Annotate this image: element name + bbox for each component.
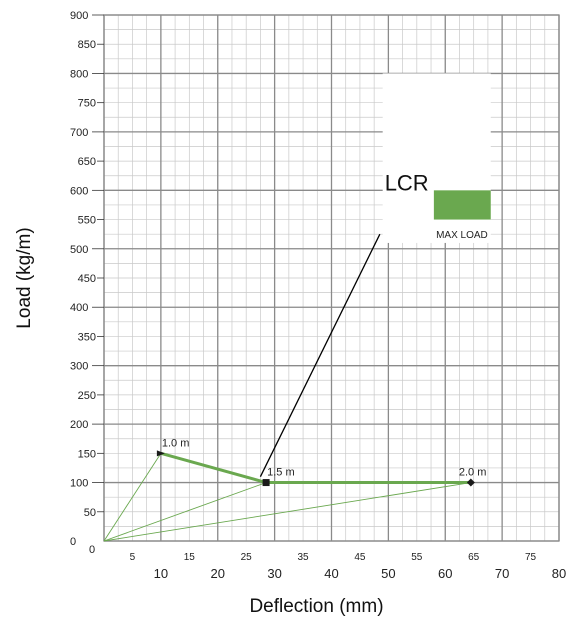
y-tick-label: 100 bbox=[70, 478, 88, 490]
x-tick-label-minor: 5 bbox=[130, 552, 136, 563]
x-tick-label-major: 30 bbox=[267, 566, 281, 581]
lcr-annotation: LCR MAX LOAD bbox=[259, 73, 491, 477]
point-label: 2.0 m bbox=[459, 467, 487, 479]
y-tick-label: 700 bbox=[70, 127, 88, 139]
y-tick-label: 600 bbox=[70, 185, 88, 197]
max-load-label: MAX LOAD bbox=[436, 230, 488, 241]
square-marker bbox=[262, 479, 270, 487]
x-tick-label-minor: 75 bbox=[525, 552, 537, 563]
origin-rays bbox=[103, 453, 471, 542]
x-tick-label-major: 50 bbox=[381, 566, 395, 581]
x-tick-label-minor: 65 bbox=[468, 552, 480, 563]
x-axis-title: Deflection (mm) bbox=[249, 596, 383, 617]
origin-label: 0 bbox=[89, 544, 95, 556]
y-tick-label: 850 bbox=[78, 39, 96, 51]
x-tick-label-minor: 15 bbox=[184, 552, 196, 563]
x-tick-label-minor: 35 bbox=[298, 552, 310, 563]
y-tick-label: 300 bbox=[70, 361, 88, 373]
y-tick-label: 550 bbox=[78, 215, 96, 227]
grid-layer bbox=[103, 14, 560, 542]
y-tick-label: 150 bbox=[78, 448, 96, 460]
y-tick-label: 50 bbox=[84, 507, 96, 519]
y-tick-label: 350 bbox=[78, 331, 96, 343]
point-label: 1.5 m bbox=[267, 467, 295, 479]
max-load-swatch bbox=[433, 190, 491, 220]
triangle-marker bbox=[156, 450, 165, 457]
x-tick-label-major: 40 bbox=[324, 566, 338, 581]
x-tick-label-minor: 25 bbox=[241, 552, 253, 563]
x-tick-label-major: 20 bbox=[211, 566, 225, 581]
y-tick-label: 900 bbox=[70, 10, 88, 22]
point-label: 1.0 m bbox=[162, 437, 190, 449]
diamond-marker bbox=[466, 478, 475, 487]
lcr-title: LCR bbox=[385, 170, 429, 195]
y-axis-title: Load (kg/m) bbox=[14, 227, 35, 328]
y-tick-label: 400 bbox=[70, 302, 88, 314]
point-labels: 1.0 m 1.5 m 2.0 m bbox=[162, 437, 486, 478]
lcr-leader-line bbox=[259, 233, 381, 477]
y-tick-label: 250 bbox=[78, 390, 96, 402]
x-tick-label-minor: 45 bbox=[354, 552, 366, 563]
y-tick-label: 450 bbox=[78, 273, 96, 285]
series-markers bbox=[156, 450, 475, 487]
origin-ray bbox=[103, 482, 267, 542]
origin-ray bbox=[103, 453, 162, 542]
y-tick-label: 0 bbox=[70, 536, 76, 548]
x-tick-label-major: 60 bbox=[438, 566, 452, 581]
series-segment bbox=[160, 451, 267, 485]
x-tick-label-major: 70 bbox=[495, 566, 509, 581]
x-tick-label-minor: 55 bbox=[411, 552, 423, 563]
x-tick-label-major: 10 bbox=[154, 566, 168, 581]
series-line bbox=[160, 451, 471, 485]
axis-tick-labels: 0501001502002503003504004505005506006507… bbox=[70, 10, 566, 581]
x-tick-label-major: 80 bbox=[552, 566, 566, 581]
y-tick-label: 750 bbox=[78, 98, 96, 110]
y-tick-label: 500 bbox=[70, 244, 88, 256]
origin-ray bbox=[103, 482, 471, 542]
y-tick-label: 200 bbox=[70, 419, 88, 431]
y-tick-label: 800 bbox=[70, 68, 88, 80]
y-tick-label: 650 bbox=[78, 156, 96, 168]
